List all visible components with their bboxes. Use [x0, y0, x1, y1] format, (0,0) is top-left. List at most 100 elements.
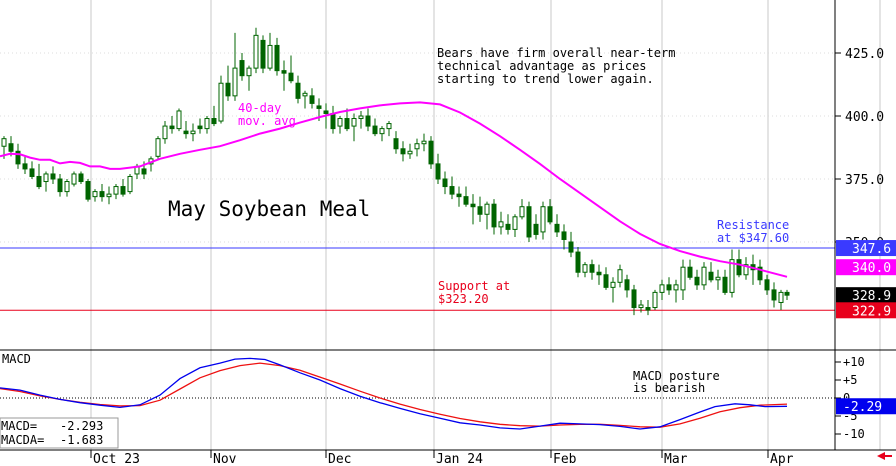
x-tick-label: Mar [664, 452, 688, 466]
candle-body [295, 82, 301, 99]
candle-body [603, 274, 609, 288]
candle-body [645, 307, 651, 311]
candle-body [554, 223, 560, 233]
candle-body [428, 140, 434, 165]
candle-body [708, 271, 714, 281]
candle-body [652, 291, 658, 309]
candle-body [624, 279, 630, 291]
x-tick-label: Oct 23 [93, 452, 140, 466]
candle-body [540, 206, 546, 233]
candle-body [463, 196, 469, 205]
candle-body [253, 34, 259, 69]
candle-body [183, 130, 189, 135]
candle-body [85, 181, 91, 200]
candle-body [778, 291, 784, 303]
macd-annotation-line-1: MACD posture [633, 369, 720, 383]
resistance-tag-text: 347.6 [852, 242, 891, 257]
ma-tag-text: 340.0 [852, 261, 891, 276]
candle-body [358, 115, 364, 120]
candle-body [379, 128, 385, 135]
scroll-arrow-icon[interactable] [877, 452, 892, 460]
macd-readout-box [0, 417, 119, 449]
candle-body [659, 284, 665, 293]
candle-body [50, 173, 56, 180]
candle-body [435, 163, 441, 180]
macd-last-tag-bg [836, 398, 896, 415]
candle-body [582, 264, 588, 273]
candle-body [204, 118, 210, 130]
commentary-line-2: technical advantage as prices [437, 59, 647, 73]
candle-body [491, 203, 497, 228]
candle-body [764, 279, 770, 291]
y-tick-label: 425.0 [845, 47, 884, 62]
candle-body [484, 203, 490, 215]
candle-body [757, 266, 763, 281]
x-tick-label: Nov [213, 452, 237, 466]
candle-body [442, 178, 448, 188]
candle-body [169, 125, 175, 130]
candle-body [288, 72, 294, 82]
candle-body [197, 125, 203, 130]
y-tick-label: 375.0 [845, 173, 884, 188]
candle-body [78, 173, 84, 183]
candlestick-series [1, 27, 790, 316]
macd-line [0, 357, 788, 430]
macd-last-tag-text: -2.29 [843, 400, 882, 415]
support-label-line-1: Support at [438, 279, 510, 293]
candle-body [113, 186, 119, 195]
candle-body [729, 259, 735, 293]
resistance-label-line-2: at $347.60 [717, 231, 789, 245]
candle-body [638, 304, 644, 309]
candle-body [743, 264, 749, 276]
candle-body [337, 118, 343, 127]
candle-body [71, 173, 77, 185]
macd-y-tick-label: +10 [843, 355, 865, 369]
candle-body [498, 221, 504, 228]
candle-body [680, 266, 686, 291]
candle-body [106, 193, 112, 198]
candle-body [561, 231, 567, 240]
candle-body [141, 168, 147, 175]
candle-body [309, 95, 315, 104]
chart-title: May Soybean Meal [168, 197, 370, 221]
candle-body [372, 125, 378, 135]
candle-body [519, 206, 525, 218]
support-label-line-2: $323.20 [438, 292, 489, 306]
candle-body [15, 150, 21, 165]
candle-body [596, 271, 602, 276]
candle-body [610, 281, 616, 288]
candle-body [533, 223, 539, 235]
candle-body [43, 173, 49, 183]
candle-body [260, 39, 266, 69]
candle-body [701, 266, 707, 286]
x-tick-label: Apr [770, 452, 794, 466]
candle-body [722, 276, 728, 293]
macd-title: MACD [2, 352, 31, 366]
commentary-line-3: starting to trend lower again. [437, 72, 654, 86]
candle-body [694, 276, 700, 286]
macd-panel: MACD MACD posture is bearish MACD= -2.29… [0, 352, 835, 449]
candle-body [673, 284, 679, 291]
macd-y-tick-label: -10 [843, 427, 865, 441]
candle-body [687, 266, 693, 278]
candle-body [225, 82, 231, 97]
candle-body [176, 110, 182, 130]
candle-body [771, 289, 777, 301]
price-panel: May Soybean Meal Bears have firm overall… [0, 27, 835, 316]
candle-body [477, 206, 483, 215]
candle-body [64, 181, 70, 193]
candle-body [218, 82, 224, 122]
macd-annotation-line-2: is bearish [633, 381, 705, 395]
macd-readout-label: MACD= [1, 419, 37, 433]
x-tick-label: Jan 24 [436, 452, 483, 466]
candle-body [505, 223, 511, 230]
candle-body [344, 118, 350, 130]
candle-body [631, 289, 637, 309]
candle-body [575, 251, 581, 273]
candle-body [1, 138, 7, 147]
last-price-tag-text: 328.9 [852, 289, 891, 304]
candle-body [36, 175, 42, 188]
candle-body [92, 191, 98, 198]
x-axis: Oct 23 Nov Dec Jan 24 Feb Mar Apr [90, 450, 794, 466]
resistance-label-line-1: Resistance [717, 218, 789, 232]
